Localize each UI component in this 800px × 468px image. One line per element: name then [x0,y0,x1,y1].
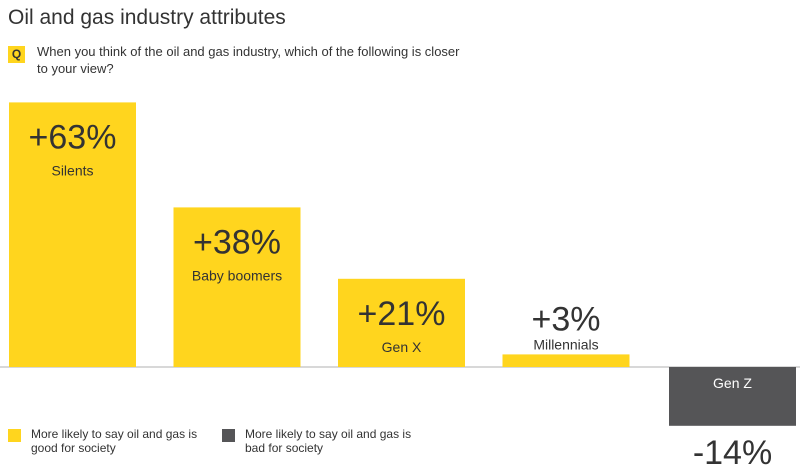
data-label-3: +3% [532,300,601,338]
data-label-4: -14% [693,434,772,468]
legend-item-good: More likely to say oil and gas is good f… [8,427,211,455]
question-text: When you think of the oil and gas indust… [37,44,460,76]
bar-4 [669,367,796,426]
data-label-0: +63% [29,118,117,156]
legend-item-bad: More likely to say oil and gas is bad fo… [222,427,425,455]
bar-0 [9,102,136,368]
category-label-2: Gen X [382,339,422,355]
category-label-1: Baby boomers [192,267,282,283]
legend-swatch-bad [222,429,235,442]
bar-3 [502,354,630,367]
legend-label-good: More likely to say oil and gas is good f… [31,427,198,455]
legend-label-bad: More likely to say oil and gas is bad fo… [245,427,412,455]
data-label-1: +38% [193,223,281,261]
data-label-2: +21% [358,295,446,333]
category-label-3: Millennials [533,336,598,352]
bar-1 [173,207,301,367]
category-label-4: Gen Z [713,375,752,391]
bar-2 [338,278,465,367]
category-label-0: Silents [51,162,93,178]
chart-title: Oil and gas industry attributes [8,6,286,29]
question-badge: Q [8,46,25,63]
legend-swatch-good [8,429,21,442]
